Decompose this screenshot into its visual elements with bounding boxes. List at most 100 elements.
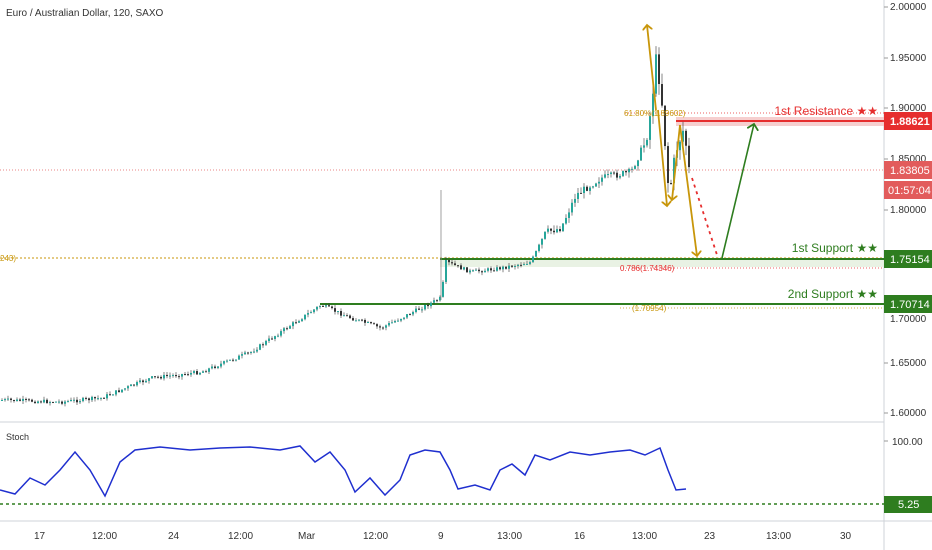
time-tick: 23 [704,531,716,542]
time-tick: 13:00 [766,531,791,542]
support2-badge: 1.70714 [884,295,932,313]
candle-body [565,217,567,224]
candle-body [79,401,81,403]
candle-body [139,380,141,383]
candle-body [52,402,54,404]
candle-body [439,296,441,301]
candle-body [340,311,342,316]
candle-body [550,228,552,231]
candle-body [667,146,669,183]
candle-body [70,399,72,402]
candle-body [373,323,375,325]
candle-body [100,397,102,399]
candle-body [244,352,246,355]
candle-body [148,378,150,381]
candle-body [430,302,432,307]
candle-body [406,314,408,318]
candle-body [469,270,471,273]
candle-body [514,266,516,268]
candle-body [448,260,450,263]
candle-body [364,319,366,323]
candle-body [295,322,297,324]
candle-body [40,401,42,403]
time-tick: 13:00 [497,531,522,542]
candle-body [412,311,414,315]
candle-body [163,374,165,379]
candle-body [91,396,93,401]
candle-body [307,313,309,315]
price-candles [1,46,690,407]
candle-body [445,260,447,282]
candle-body [310,312,312,314]
time-axis[interactable]: 17 12:00 24 12:00 Mar 12:00 9 13:00 16 1… [34,531,852,542]
candle-body [115,390,117,395]
candle-body [142,380,144,383]
countdown-badge: 01:57:04 [884,181,932,199]
svg-text:01:57:04: 01:57:04 [888,185,931,197]
candle-body [94,396,96,399]
candle-body [184,374,186,376]
candle-body [109,394,111,396]
candle-body [580,192,582,194]
candle-body [238,355,240,360]
candle-body [118,390,120,393]
candle-body [160,376,162,379]
candle-body [304,314,306,320]
time-tick: 12:00 [92,531,117,542]
candle-body [619,176,621,178]
stoch-line [0,445,687,498]
candle-body [103,397,105,399]
candle-body [526,263,528,265]
candle-body [385,325,387,328]
stoch-level-100: 100.00 [892,437,923,448]
candle-body [64,401,66,404]
candle-body [547,228,549,232]
candle-body [289,326,291,329]
candle-body [10,398,12,400]
candle-body [265,340,267,345]
candle-body [112,394,114,396]
candle-body [241,354,243,356]
candle-body [454,263,456,266]
candle-body [487,268,489,271]
candle-body [634,166,636,169]
candle-body [361,319,363,321]
time-tick: 13:00 [632,531,657,542]
time-tick: 12:00 [363,531,388,542]
candle-body [394,320,396,323]
support2-label: 2nd Support ★★ [788,287,878,301]
candle-body [451,262,453,264]
price-tick: 1.70000 [890,314,927,325]
candle-body [484,270,486,273]
candle-body [646,139,648,146]
candle-body [28,399,30,401]
candle-body [208,368,210,372]
candle-body [370,322,372,324]
candle-body [232,359,234,361]
price-axis[interactable]: 2.00000 1.95000 1.90000 1.85000 1.80000 … [884,2,927,419]
candle-body [151,376,153,379]
candle-body [640,147,642,161]
price-tick: 1.65000 [890,358,927,369]
candle-body [532,256,534,263]
candle-body [598,181,600,184]
stoch-panel[interactable]: 100.00 5.25 [0,437,932,513]
candle-body [154,376,156,378]
candle-body [214,366,216,369]
candle-body [397,320,399,322]
candle-body [649,116,651,140]
candle-body [418,308,420,310]
candle-body [508,265,510,269]
candle-body [211,366,213,369]
candle-body [193,371,195,373]
price-tick: 1.60000 [890,408,927,419]
candle-body [604,174,606,178]
candle-body [85,397,87,399]
candle-body [466,267,468,273]
candle-body [568,212,570,218]
candle-body [145,380,147,383]
candle-body [187,374,189,376]
candle-body [682,130,684,142]
candle-body [631,168,633,170]
